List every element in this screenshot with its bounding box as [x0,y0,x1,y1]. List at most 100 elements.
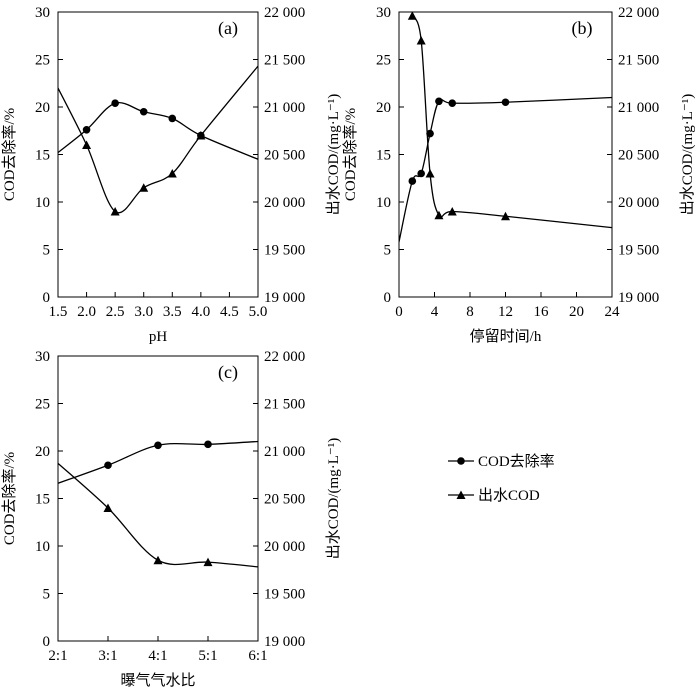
y-tick-label: 0 [43,290,51,306]
y-tick-label: 15 [376,148,391,164]
legend-label-effluent: 出水COD [478,487,540,504]
y-tick-label: 25 [376,53,391,69]
y-tick-label: 15 [35,492,50,508]
data-point-triangle [103,503,113,512]
plot-frame [57,355,259,642]
y-tick-label: 20 [35,100,50,116]
y2-tick-label: 20 000 [618,195,659,211]
series-line [58,462,258,568]
y-tick-label: 0 [384,290,392,306]
y-tick-label: 0 [43,634,51,650]
legend-marker-triangle [456,490,466,499]
data-point-circle [426,129,434,138]
data-point-circle [104,461,112,470]
data-point-triangle [501,211,510,221]
x-tick-label: 2.5 [106,304,125,320]
y2-tick-label: 19 500 [264,587,305,603]
x-axis-label: 曝气气水比 [120,672,195,689]
y-axis-label: COD去除率/% [342,108,359,201]
y-tick-label: 15 [35,148,50,164]
x-tick-label: 2.0 [77,304,96,320]
legend-marker-circle [457,457,465,465]
y-tick-label: 10 [35,195,50,211]
data-point-triangle [425,169,435,178]
y2-axis-label: 出水COD/(mg·L⁻¹) [325,94,342,216]
panel-label: (c) [218,362,238,383]
series-line [411,15,612,229]
y2-tick-label: 20 500 [264,492,305,508]
data-point-circle [139,107,148,116]
data-point-triangle [447,207,457,216]
y-axis-label: COD去除率/% [1,108,18,201]
y2-tick-label: 22 000 [618,5,659,21]
x-tick-label: 5:1 [198,648,217,664]
y-tick-label: 30 [35,5,50,21]
data-point-circle [154,441,162,450]
y2-tick-label: 21 000 [264,100,305,116]
y2-tick-label: 19 000 [264,290,305,306]
data-point-triangle [407,11,417,20]
y2-tick-label: 20 000 [264,195,305,211]
x-tick-label: 3.5 [163,304,182,320]
chart-panel: 0 4 8 12 16 20 24 0 5 10 15 20 25 30 19 000 19 500 20 00… [342,5,696,345]
x-tick-label: 4.5 [220,304,239,320]
y2-tick-label: 21 000 [618,100,659,116]
data-point-triangle [196,131,206,140]
y2-tick-label: 19 500 [264,243,305,259]
y2-tick-label: 19 500 [618,243,659,259]
data-point-circle [501,98,510,107]
y2-tick-label: 21 500 [264,397,305,413]
data-point-circle [168,114,177,123]
y-tick-label: 30 [35,349,50,365]
chart-panel: 1.5 2.0 2.5 3.0 3.5 4.0 4.5 5.0 0 5 10 15 20 25 30 19 0… [1,5,342,345]
y2-tick-label: 19 000 [264,634,305,650]
x-axis-label: 停留时间/h [470,328,542,345]
y2-tick-label: 20 000 [264,539,305,555]
data-point-triangle [82,140,92,149]
y-tick-label: 5 [43,243,51,259]
data-point-triangle [416,36,426,45]
data-point-circle [204,440,212,449]
x-tick-label: 24 [605,304,621,320]
plot-frame [57,11,259,298]
x-tick-label: 6:1 [248,648,267,664]
x-tick-label: 16 [534,304,550,320]
data-point-triangle [167,169,177,178]
y2-axis-label: 出水COD/(mg·L⁻¹) [679,94,696,216]
legend: COD去除率 出水COD [448,453,555,504]
y2-tick-label: 22 000 [264,5,305,21]
x-tick-label: 4.0 [191,304,210,320]
y-tick-label: 20 [35,444,50,460]
x-axis-label: pH [149,329,168,345]
data-point-triangle [434,210,444,220]
plot-frame [398,11,613,298]
y-tick-label: 10 [376,195,391,211]
data-point-circle [435,97,443,106]
data-point-triangle [203,557,213,567]
legend-label-removal-rate: COD去除率 [478,453,555,470]
y2-tick-label: 21 000 [264,444,305,460]
x-tick-label: 4 [431,304,439,320]
x-tick-label: 4:1 [148,648,167,664]
panel-label: (a) [218,18,238,39]
data-point-triangle [110,207,120,216]
panel-label: (b) [572,18,593,39]
chart-panel: 2:1 3:1 4:1 5:1 6:1 0 5 10 15 20 25 30 19 000 19 500 2… [1,349,342,689]
series-line [58,65,258,214]
y-tick-label: 10 [35,539,50,555]
data-point-circle [111,99,119,107]
y-tick-label: 5 [384,243,392,259]
data-point-circle [82,126,91,134]
x-tick-label: 1.5 [49,304,68,320]
y2-tick-label: 19 000 [618,290,659,306]
y-tick-label: 30 [376,5,391,21]
y-tick-label: 20 [376,100,391,116]
y2-tick-label: 20 500 [264,148,305,164]
x-tick-label: 8 [466,304,474,320]
y2-axis-label: 出水COD/(mg·L⁻¹) [325,438,342,560]
y2-tick-label: 20 500 [618,148,659,164]
data-point-circle [408,177,417,185]
x-tick-label: 12 [498,304,513,320]
x-tick-label: 3.0 [134,304,153,320]
